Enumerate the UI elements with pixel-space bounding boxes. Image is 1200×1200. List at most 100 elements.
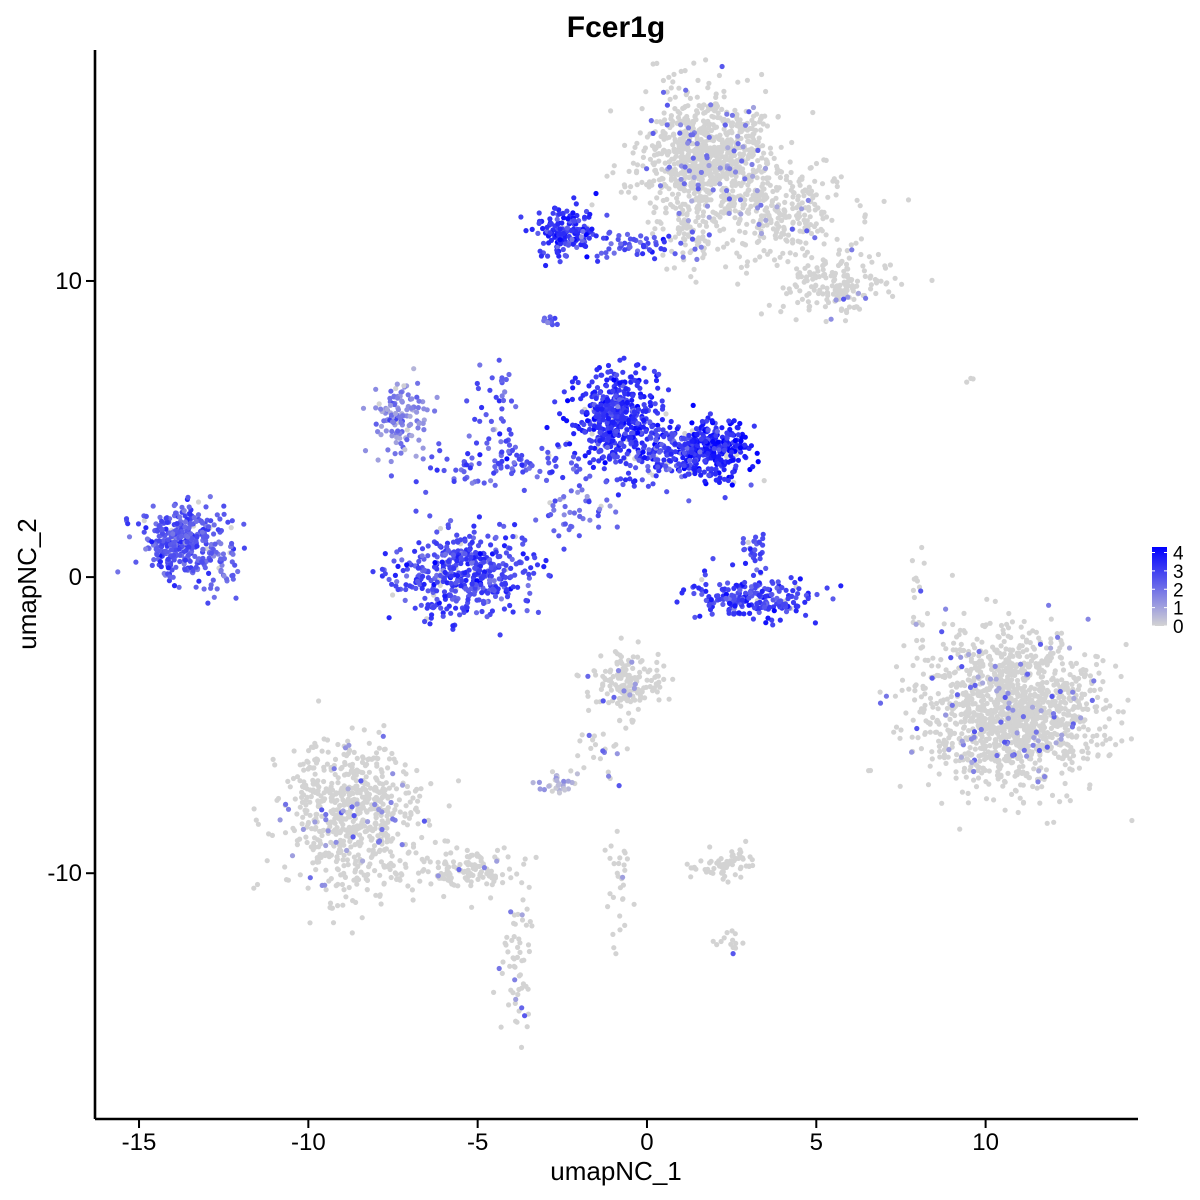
scatter-point	[959, 731, 965, 737]
scatter-point	[304, 839, 310, 846]
scatter-point	[953, 775, 959, 781]
scatter-point	[829, 283, 835, 289]
scatter-point	[806, 184, 812, 190]
scatter-point	[578, 234, 585, 240]
scatter-point	[567, 441, 573, 447]
scatter-point	[991, 699, 997, 706]
scatter-point	[1102, 732, 1108, 739]
scatter-point	[292, 796, 298, 802]
scatter-point	[1083, 706, 1089, 712]
scatter-point	[314, 859, 320, 865]
scatter-point	[799, 246, 806, 252]
scatter-point	[694, 110, 701, 116]
scatter-point	[963, 774, 969, 780]
scatter-point	[899, 281, 905, 287]
scatter-point	[1069, 759, 1075, 766]
scatter-point	[378, 789, 384, 795]
scatter-point	[613, 951, 619, 957]
scatter-point	[344, 857, 350, 863]
scatter-point	[1090, 733, 1096, 739]
scatter-point	[738, 874, 744, 880]
scatter-point	[1036, 686, 1042, 693]
scatter-point	[1016, 650, 1022, 656]
scatter-point	[901, 643, 907, 649]
scatter-point	[979, 639, 985, 645]
scatter-point	[735, 855, 742, 862]
scatter-point	[1085, 750, 1091, 756]
scatter-point	[624, 856, 631, 862]
scatter-point	[437, 582, 443, 589]
scatter-point	[929, 756, 935, 762]
scatter-point	[712, 158, 718, 164]
scatter-point	[867, 767, 874, 774]
scatter-point	[1057, 645, 1063, 651]
scatter-point	[1036, 661, 1042, 667]
scatter-point	[300, 814, 306, 820]
scatter-point	[795, 238, 801, 244]
scatter-point	[755, 158, 761, 164]
scatter-point	[328, 839, 334, 846]
scatter-point	[691, 190, 697, 196]
scatter-point	[706, 214, 712, 220]
scatter-point	[763, 157, 769, 163]
scatter-point	[635, 639, 641, 645]
scatter-point	[687, 95, 694, 101]
scatter-point	[724, 132, 730, 138]
scatter-point	[307, 920, 313, 926]
scatter-point	[847, 276, 853, 282]
scatter-point	[290, 775, 297, 782]
scatter-point	[393, 802, 399, 808]
scatter-point	[657, 183, 664, 189]
scatter-point	[805, 190, 812, 196]
scatter-point	[1037, 733, 1044, 739]
scatter-point	[671, 71, 677, 77]
scatter-point	[738, 264, 745, 270]
scatter-point	[732, 181, 738, 187]
scatter-point	[936, 771, 942, 777]
scatter-point	[930, 714, 936, 721]
scatter-point	[341, 816, 348, 822]
scatter-point	[990, 644, 996, 650]
scatter-point	[651, 687, 657, 693]
scatter-point	[748, 482, 754, 488]
scatter-point	[518, 1044, 525, 1050]
scatter-point	[650, 481, 656, 487]
scatter-point	[1020, 782, 1026, 788]
scatter-point	[590, 737, 596, 743]
scatter-point	[360, 755, 366, 761]
scatter-point	[774, 262, 780, 268]
scatter-point	[613, 428, 620, 434]
scatter-point	[1044, 820, 1050, 826]
scatter-point	[706, 232, 712, 238]
scatter-point	[1052, 698, 1058, 705]
scatter-point	[777, 254, 783, 260]
scatter-point	[790, 194, 796, 200]
scatter-point	[721, 197, 727, 203]
scatter-point	[694, 141, 700, 147]
scatter-point	[872, 276, 878, 283]
scatter-point	[608, 843, 614, 849]
scatter-point	[925, 657, 931, 664]
scatter-point	[825, 299, 832, 306]
scatter-point	[1028, 684, 1034, 691]
scatter-point	[846, 255, 852, 261]
scatter-point	[700, 118, 707, 124]
scatter-point	[701, 146, 707, 152]
scatter-point	[828, 273, 834, 279]
scatter-point	[1008, 634, 1014, 641]
scatter-point	[672, 183, 679, 189]
scatter-point	[1125, 697, 1131, 703]
scatter-point	[710, 439, 716, 445]
scatter-point	[663, 205, 669, 211]
scatter-point	[780, 303, 786, 309]
scatter-point	[511, 956, 517, 962]
scatter-point	[755, 191, 761, 198]
scatter-point	[992, 598, 998, 605]
scatter-point	[1043, 737, 1049, 743]
scatter-point	[610, 894, 617, 901]
scatter-point	[713, 466, 719, 472]
scatter-point	[380, 801, 386, 807]
scatter-point	[628, 184, 634, 190]
scatter-point	[795, 274, 801, 280]
